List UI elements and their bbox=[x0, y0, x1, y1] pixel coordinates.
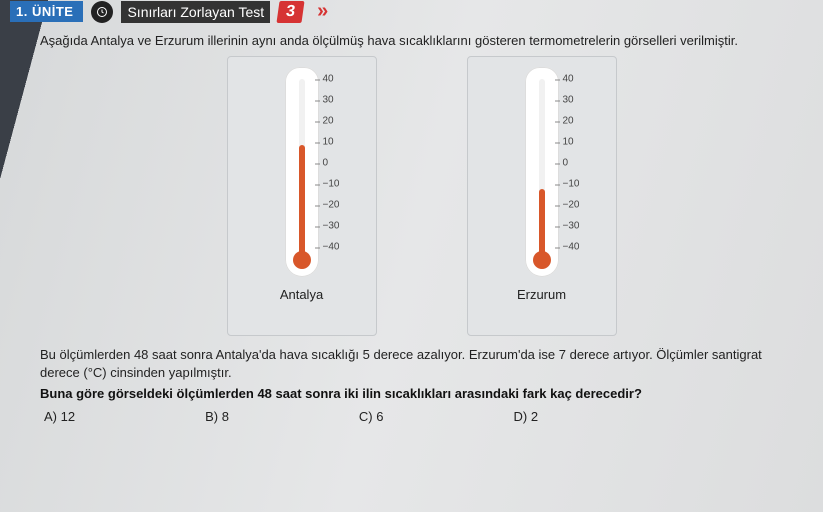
option-d[interactable]: D) 2 bbox=[513, 409, 538, 424]
test-icon bbox=[91, 1, 113, 23]
answer-options: A) 12 B) 8 C) 6 D) 2 bbox=[40, 409, 803, 424]
scale-tick: −10 bbox=[563, 179, 580, 190]
thermometer-body: 403020100−10−20−30−40 bbox=[285, 67, 319, 277]
thermometer-row: 403020100−10−20−30−40 Antalya 403020100−… bbox=[40, 56, 803, 336]
scale-tick: 40 bbox=[563, 74, 574, 85]
thermometer-scale: 403020100−10−20−30−40 bbox=[319, 79, 379, 247]
scale-tick: −40 bbox=[323, 242, 340, 253]
scale-tick: −10 bbox=[323, 179, 340, 190]
intro-text: Aşağıda Antalya ve Erzurum illerinin ayn… bbox=[40, 33, 803, 48]
thermometer-scale: 403020100−10−20−30−40 bbox=[559, 79, 619, 247]
thermometer-label: Antalya bbox=[280, 287, 323, 302]
option-b[interactable]: B) 8 bbox=[205, 409, 229, 424]
page-header: 1. ÜNİTE Sınırları Zorlayan Test 3 » bbox=[0, 0, 823, 27]
option-c[interactable]: C) 6 bbox=[359, 409, 384, 424]
scale-tick: 10 bbox=[323, 137, 334, 148]
option-a[interactable]: A) 12 bbox=[44, 409, 75, 424]
test-title: Sınırları Zorlayan Test bbox=[121, 1, 270, 23]
thermometer-bulb bbox=[293, 251, 311, 269]
scale-tick: 20 bbox=[323, 116, 334, 127]
thermometer-antalya: 403020100−10−20−30−40 Antalya bbox=[227, 56, 377, 336]
thermometer-body: 403020100−10−20−30−40 bbox=[525, 67, 559, 277]
question-content: Aşağıda Antalya ve Erzurum illerinin ayn… bbox=[0, 27, 823, 424]
chevron-right-icon: » bbox=[317, 0, 328, 23]
scale-tick: −30 bbox=[563, 221, 580, 232]
scale-tick: 10 bbox=[563, 137, 574, 148]
scale-tick: 30 bbox=[563, 95, 574, 106]
scale-tick: 0 bbox=[563, 158, 569, 169]
scale-tick: 0 bbox=[323, 158, 329, 169]
description-text: Bu ölçümlerden 48 saat sonra Antalya'da … bbox=[40, 346, 803, 382]
thermometer-fill bbox=[299, 145, 305, 255]
scale-tick: −30 bbox=[323, 221, 340, 232]
scale-tick: 20 bbox=[563, 116, 574, 127]
test-number-badge: 3 bbox=[277, 1, 305, 23]
thermometer-label: Erzurum bbox=[517, 287, 566, 302]
scale-tick: 30 bbox=[323, 95, 334, 106]
unit-badge: 1. ÜNİTE bbox=[10, 1, 83, 22]
thermometer-bulb bbox=[533, 251, 551, 269]
scale-tick: 40 bbox=[323, 74, 334, 85]
scale-tick: −40 bbox=[563, 242, 580, 253]
thermometer-erzurum: 403020100−10−20−30−40 Erzurum bbox=[467, 56, 617, 336]
question-text: Buna göre görseldeki ölçümlerden 48 saat… bbox=[40, 386, 803, 401]
thermometer-fill bbox=[539, 189, 545, 255]
scale-tick: −20 bbox=[323, 200, 340, 211]
scale-tick: −20 bbox=[563, 200, 580, 211]
